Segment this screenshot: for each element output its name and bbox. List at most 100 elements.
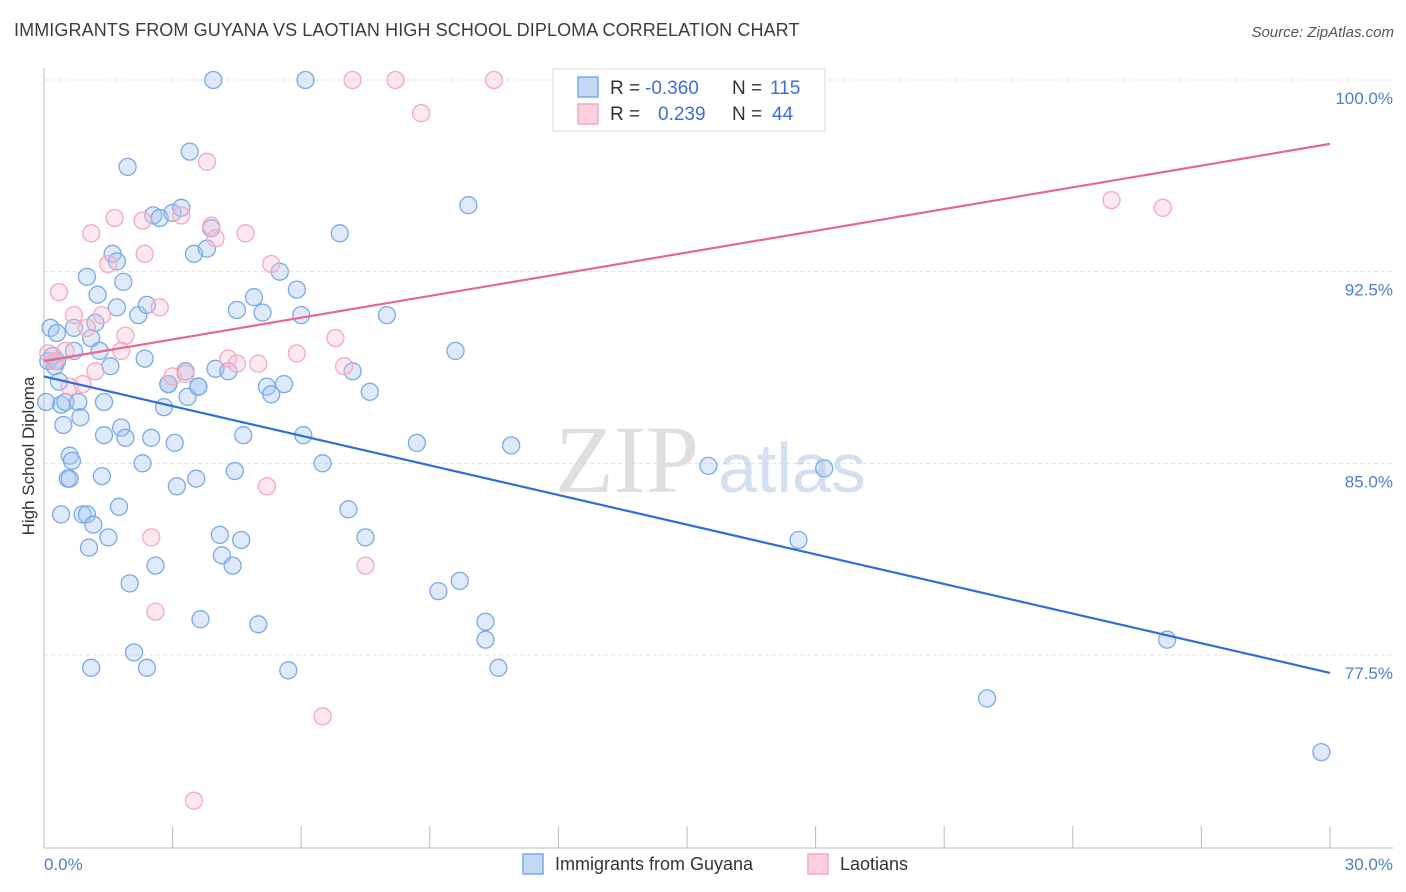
guyana-point-90	[446, 341, 465, 361]
legend-n-value-1: 115	[770, 78, 800, 99]
source-label: Source: ZipAtlas.com	[1251, 24, 1394, 41]
laotians-point-18	[146, 602, 165, 621]
laotians-point-30	[249, 354, 268, 373]
legend-r-label-1: R =	[610, 78, 640, 99]
guyana-point-99	[36, 392, 56, 412]
guyana-point-69	[244, 288, 264, 307]
laotians-point-28	[227, 354, 247, 373]
laotians-point-19	[150, 298, 169, 317]
laotians-point-10	[92, 305, 112, 325]
guyana-point-81	[313, 454, 332, 473]
guyana-point-113	[51, 505, 71, 524]
laotians-point-8	[82, 224, 101, 243]
bottom-legend-swatch-laotians	[807, 853, 829, 875]
laotians-point-40	[412, 104, 431, 123]
guyana-point-73	[262, 385, 281, 404]
guyana-point-40	[142, 428, 161, 447]
laotians-point-2	[49, 282, 69, 302]
guyana-point-95	[489, 658, 508, 677]
guyana-point-61	[210, 525, 229, 545]
guyana-point-38	[135, 349, 154, 368]
data-points	[36, 70, 1331, 810]
guyana-point-48	[167, 477, 187, 496]
tick-labels: 77.5% 85.0% 92.5% 100.0% 0.0% 30.0%	[44, 89, 1393, 874]
legend-n-label-2: N =	[732, 104, 762, 125]
laotians-point-39	[386, 70, 405, 90]
laotians-point-16	[135, 244, 154, 263]
guyana-point-34	[120, 574, 139, 593]
guyana-point-11	[62, 451, 82, 470]
legend-swatch-laotians	[577, 103, 599, 125]
guyana-point-16	[77, 505, 97, 524]
laotians-point-24	[197, 152, 217, 171]
laotians-point-41	[484, 70, 504, 90]
guyana-point-112	[1312, 742, 1331, 762]
guyana-point-114	[77, 267, 97, 286]
guyana-point-49	[172, 198, 191, 217]
guyana-point-56	[191, 610, 210, 629]
guyana-point-13	[69, 392, 88, 412]
guyana-point-4	[47, 323, 67, 343]
laotians-point-32	[262, 254, 281, 274]
watermark-zip: ZIP	[555, 406, 699, 513]
y-tick-label-2: 92.5%	[1345, 281, 1393, 300]
guyana-point-77	[287, 280, 307, 299]
laotians-point-35	[326, 328, 345, 348]
laotians-point-27	[219, 349, 238, 368]
guyana-point-84	[343, 362, 362, 381]
chart-title: IMMIGRANTS FROM GUYANA VS LAOTIAN HIGH S…	[14, 20, 800, 40]
watermark-atlas: atlas	[718, 429, 866, 507]
guyana-point-85	[356, 528, 375, 547]
guyana-point-92	[459, 196, 478, 215]
laotians-point-23	[184, 791, 204, 810]
guyana-point-37	[133, 454, 152, 473]
legend-n-label-1: N =	[732, 78, 762, 99]
guyana-point-42	[146, 556, 165, 575]
guyana-point-35	[124, 643, 144, 662]
guyana-point-68	[234, 426, 253, 445]
guyana-point-19	[84, 515, 103, 534]
guyana-point-102	[64, 318, 84, 338]
guyana-point-78	[292, 305, 311, 325]
guyana-point-54	[187, 469, 206, 488]
guyana-point-17	[79, 538, 99, 557]
guyana-point-91	[450, 571, 469, 591]
guyana-point-82	[330, 224, 349, 243]
guyana-point-104	[107, 298, 127, 317]
y-axis-label: High School Diploma	[19, 376, 38, 535]
laotians-point-11	[99, 254, 118, 274]
guyana-point-24	[94, 392, 114, 412]
guyana-point-25	[99, 528, 118, 547]
laotians-point-3	[56, 341, 75, 361]
guyana-point-66	[227, 300, 247, 320]
laotians-point-9	[86, 362, 105, 381]
guyana-point-109	[815, 459, 834, 478]
laotians-point-42	[1102, 190, 1121, 210]
guyana-point-47	[165, 433, 184, 453]
guyana-point-106	[189, 377, 208, 396]
laotians-point-37	[343, 70, 362, 90]
laotians-point-13	[112, 341, 131, 361]
laotians-point-34	[313, 707, 332, 726]
guyana-point-23	[92, 466, 112, 486]
bottom-legend: Immigrants from Guyana Laotians	[522, 853, 908, 875]
laotians-point-5	[64, 305, 84, 325]
legend-swatch-guyana	[577, 76, 599, 98]
laotians-point-43	[1153, 198, 1172, 217]
laotians-point-38	[356, 556, 375, 575]
legend-r-value-2: 0.239	[658, 104, 706, 125]
guyana-point-70	[249, 615, 268, 634]
guyana-point-88	[407, 433, 427, 453]
guyana-point-107	[699, 456, 718, 476]
laotians-point-12	[105, 208, 124, 228]
guyana-point-67	[232, 530, 251, 550]
laotians-point-33	[287, 344, 307, 363]
guyana-point-96	[502, 436, 521, 455]
watermark: ZIP atlas	[555, 406, 866, 513]
laotians-point-31	[257, 477, 277, 496]
legend-box: R = -0.360 N = 115 R = 0.239 N = 44	[552, 68, 826, 132]
laotians-point-7	[77, 318, 97, 338]
guyana-point-75	[274, 374, 294, 394]
guyana-point-32	[116, 428, 135, 447]
guyana-point-21	[88, 285, 107, 304]
